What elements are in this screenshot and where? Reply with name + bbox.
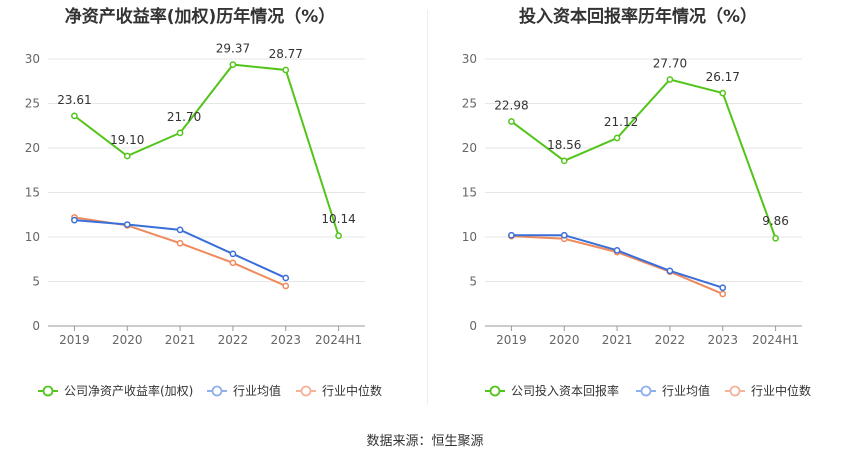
- legend-marker-median: [300, 385, 312, 397]
- data-point-company: [560, 157, 568, 165]
- data-point-company: [772, 234, 779, 242]
- data-point-company: [719, 89, 727, 97]
- data-label: 21.70: [167, 110, 201, 124]
- x-tick-label: 2024H1: [315, 333, 362, 347]
- legend-marker-avg: [211, 385, 223, 397]
- y-tick-label: 10: [462, 230, 477, 244]
- data-source-note: 数据来源：恒生聚源: [366, 434, 484, 449]
- data-point-avg: [176, 226, 184, 234]
- data-label: 22.98: [494, 98, 528, 112]
- series-line-company: [73, 63, 340, 237]
- y-tick-label: 5: [32, 275, 40, 289]
- data-label: 27.70: [653, 56, 687, 70]
- data-point-company: [71, 112, 78, 120]
- data-label: 29.37: [216, 42, 250, 56]
- x-tick-label: 2019: [59, 333, 90, 347]
- chart-title: 投入资本回报率历年情况（%）: [519, 6, 757, 27]
- data-point-company: [335, 232, 342, 240]
- legend-marker-avg: [640, 385, 652, 397]
- x-tick-label: 2020: [112, 333, 143, 347]
- x-tick-label: 2023: [270, 333, 301, 347]
- y-tick-label: 15: [25, 186, 40, 200]
- data-label: 28.77: [269, 47, 303, 61]
- data-point-company: [176, 129, 184, 137]
- data-label: 26.17: [706, 70, 740, 84]
- data-point-avg: [666, 267, 674, 275]
- panel-divider: [427, 10, 428, 405]
- y-tick-label: 20: [25, 141, 40, 155]
- legend-label-company: 公司净资产收益率(加权): [64, 383, 193, 398]
- y-tick-label: 25: [25, 97, 40, 111]
- series-line-median: [511, 235, 724, 295]
- y-tick-label: 0: [469, 319, 477, 333]
- data-label: 9.86: [762, 214, 789, 228]
- legend-label-avg: 行业均值: [233, 383, 281, 398]
- data-point-avg: [719, 284, 727, 292]
- legend-marker-median: [729, 385, 741, 397]
- x-tick-label: 2023: [707, 333, 738, 347]
- legend-marker-company: [489, 385, 501, 397]
- data-label: 10.14: [321, 212, 355, 226]
- y-tick-label: 20: [462, 141, 477, 155]
- data-point-avg: [508, 231, 515, 239]
- y-tick-label: 15: [462, 186, 477, 200]
- data-label: 21.12: [604, 115, 638, 129]
- x-tick-label: 2024H1: [752, 333, 799, 347]
- data-point-avg: [229, 250, 237, 258]
- x-tick-label: 2022: [218, 333, 249, 347]
- x-tick-label: 2019: [496, 333, 527, 347]
- legend-label-median: 行业中位数: [322, 383, 382, 398]
- legend-marker-company: [42, 385, 54, 397]
- x-tick-label: 2022: [655, 333, 686, 347]
- data-point-avg: [613, 247, 621, 254]
- data-point-avg: [560, 231, 568, 239]
- chart-title: 净资产收益率(加权)历年情况（%）: [65, 6, 336, 27]
- y-tick-label: 30: [25, 52, 40, 66]
- legend-label-avg: 行业均值: [662, 383, 710, 398]
- data-point-avg: [71, 216, 78, 224]
- legend-label-company: 公司投入资本回报率: [511, 383, 619, 398]
- data-point-company: [123, 152, 131, 160]
- data-point-avg: [123, 221, 131, 228]
- series-line-company: [510, 78, 777, 239]
- data-point-company: [613, 134, 621, 142]
- data-point-company: [229, 61, 237, 68]
- y-tick-label: 5: [469, 275, 477, 289]
- data-point-median: [176, 239, 184, 247]
- data-point-median: [229, 259, 237, 267]
- data-point-company: [666, 76, 674, 83]
- x-tick-label: 2021: [165, 333, 196, 347]
- y-tick-label: 30: [462, 52, 477, 66]
- data-label: 18.56: [547, 138, 581, 152]
- legend-label-median: 行业中位数: [751, 383, 811, 398]
- y-tick-label: 10: [25, 230, 40, 244]
- data-label: 19.10: [110, 133, 144, 147]
- data-label: 23.61: [57, 93, 91, 107]
- data-point-company: [282, 66, 290, 74]
- data-point-median: [282, 282, 290, 290]
- y-tick-label: 0: [32, 319, 40, 333]
- data-point-company: [508, 118, 515, 125]
- data-point-avg: [282, 274, 290, 282]
- x-tick-label: 2021: [602, 333, 633, 347]
- x-tick-label: 2020: [549, 333, 580, 347]
- y-tick-label: 25: [462, 97, 477, 111]
- data-point-median: [719, 290, 727, 298]
